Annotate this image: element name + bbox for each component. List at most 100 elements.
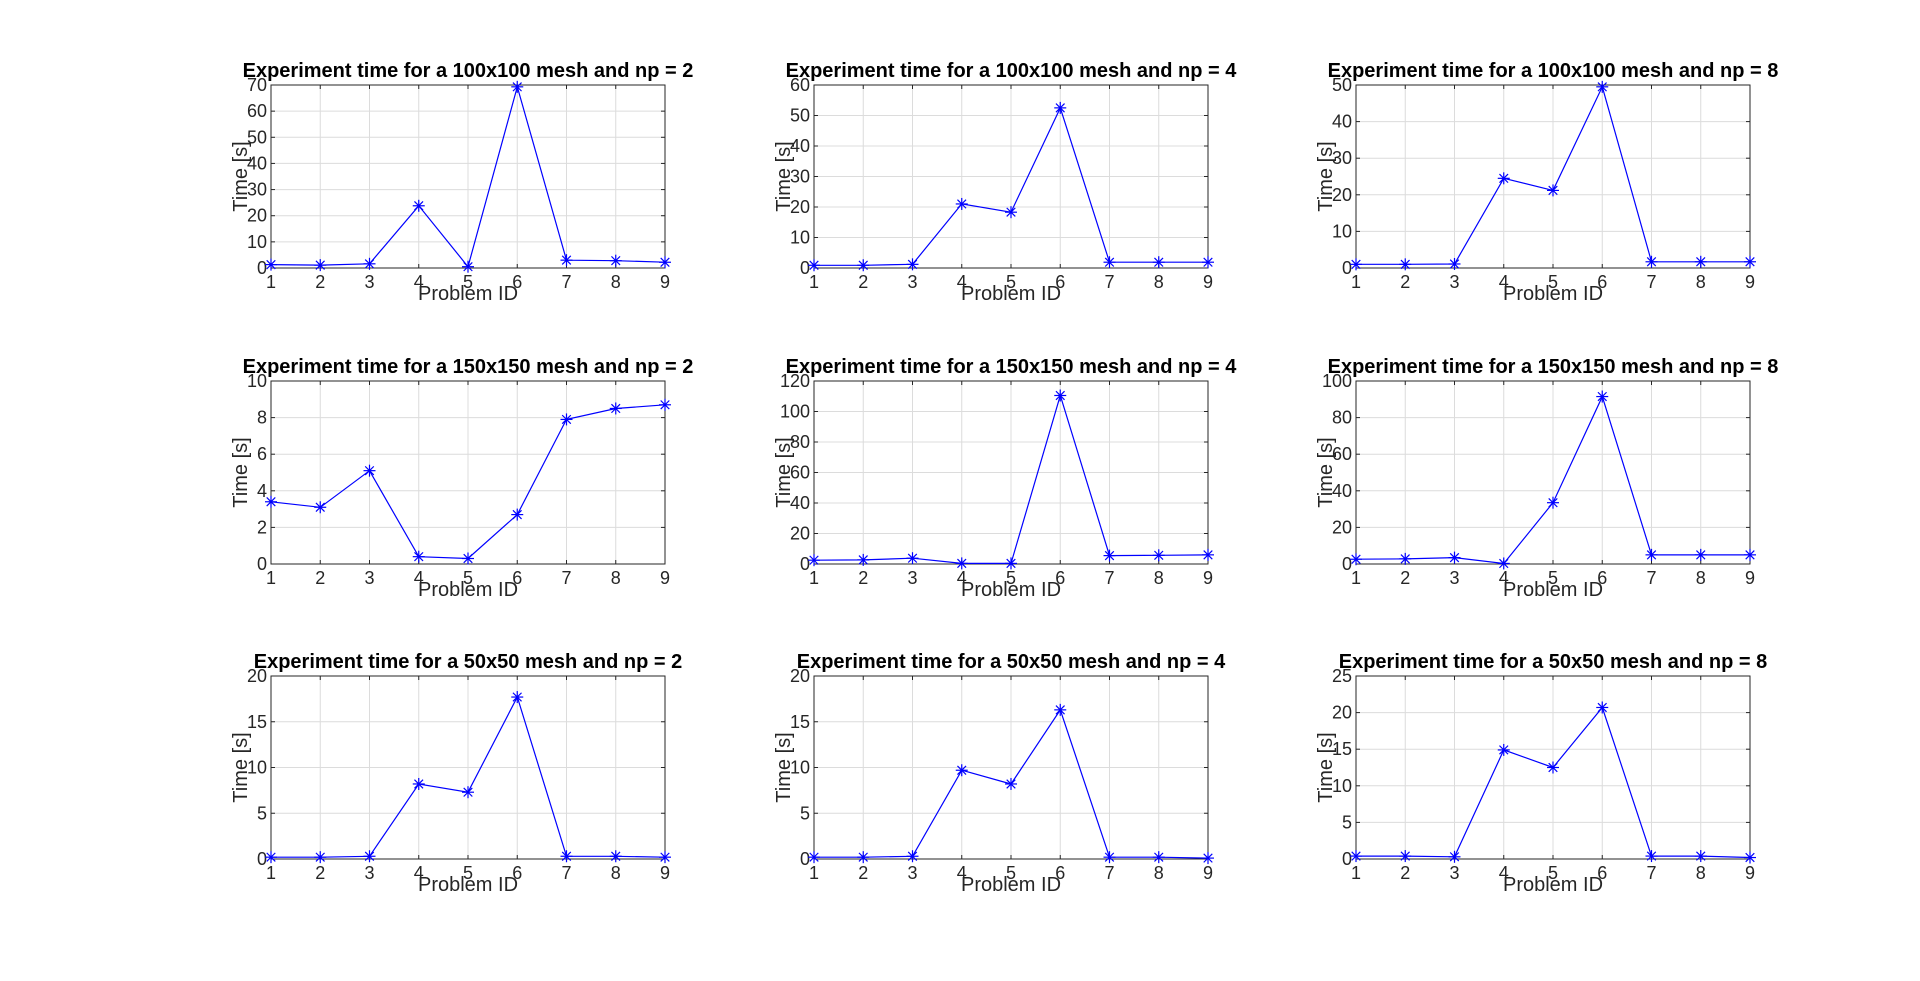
x-tick-label: 2 xyxy=(1400,272,1410,292)
data-point xyxy=(1448,850,1461,863)
y-tick-label: 6 xyxy=(257,444,267,464)
y-axis-label: Time [s] xyxy=(230,732,252,802)
data-point xyxy=(265,495,277,508)
grid xyxy=(813,84,1209,269)
x-tick-label: 2 xyxy=(315,272,325,292)
x-tick-label: 3 xyxy=(907,863,917,883)
y-tick-label: 100 xyxy=(1322,371,1352,391)
x-tick-label: 8 xyxy=(1696,863,1706,883)
data-point xyxy=(1547,496,1559,509)
data-point xyxy=(1005,777,1017,790)
data-point xyxy=(1350,258,1362,271)
data-point xyxy=(314,851,327,864)
data-point xyxy=(412,777,425,790)
x-tick-label: 8 xyxy=(1154,863,1164,883)
y-tick-label: 0 xyxy=(800,554,810,574)
x-tick-label: 9 xyxy=(1203,272,1213,292)
y-axis-label: Time [s] xyxy=(773,437,795,507)
data-point xyxy=(1152,851,1165,864)
data-point xyxy=(1103,256,1116,269)
data-point xyxy=(1694,255,1707,268)
x-tick-label: 6 xyxy=(1055,863,1065,883)
data-point xyxy=(1399,258,1412,271)
y-tick-label: 60 xyxy=(790,463,810,483)
data-point xyxy=(659,398,671,411)
chart-title: Experiment time for a 50x50 mesh and np … xyxy=(254,651,683,673)
y-tick-label: 50 xyxy=(247,127,267,147)
x-tick-label: 3 xyxy=(364,863,374,883)
x-tick-label: 6 xyxy=(1597,863,1607,883)
x-tick-label: 4 xyxy=(1499,272,1509,292)
data-point xyxy=(1744,255,1756,268)
y-axis-label: Time [s] xyxy=(1315,141,1337,211)
data-point xyxy=(1103,851,1116,864)
data-point xyxy=(808,554,820,567)
data-point xyxy=(1399,850,1412,863)
x-axis-label: Problem ID xyxy=(1503,874,1603,896)
x-tick-label: 5 xyxy=(1548,863,1558,883)
y-axis-label: Time [s] xyxy=(230,141,252,211)
data-point xyxy=(955,764,968,777)
y-tick-label: 15 xyxy=(1332,739,1352,759)
y-axis-label: Time [s] xyxy=(1315,732,1337,802)
data-point xyxy=(1694,850,1707,863)
x-tick-label: 5 xyxy=(463,272,473,292)
data-point xyxy=(1645,850,1658,863)
x-tick-label: 2 xyxy=(858,568,868,588)
data-point xyxy=(314,259,327,272)
x-tick-label: 6 xyxy=(1597,272,1607,292)
y-tick-label: 40 xyxy=(247,153,267,173)
y-tick-label: 0 xyxy=(800,258,810,278)
data-point xyxy=(265,258,277,271)
y-tick-label: 50 xyxy=(790,106,810,126)
data-point xyxy=(857,553,870,566)
x-tick-label: 7 xyxy=(1104,568,1114,588)
y-axis-label: Time [s] xyxy=(230,437,252,507)
y-tick-label: 5 xyxy=(800,803,810,823)
x-tick-label: 4 xyxy=(957,568,967,588)
x-tick-label: 9 xyxy=(1745,568,1755,588)
y-tick-label: 10 xyxy=(247,371,267,391)
y-tick-label: 10 xyxy=(790,228,810,248)
x-tick-label: 4 xyxy=(957,863,967,883)
x-tick-label: 3 xyxy=(364,272,374,292)
y-tick-label: 100 xyxy=(780,402,810,422)
y-tick-label: 20 xyxy=(247,666,267,686)
x-tick-label: 7 xyxy=(561,863,571,883)
x-axis-label: Problem ID xyxy=(961,874,1061,896)
y-tick-label: 20 xyxy=(1332,517,1352,537)
x-tick-label: 1 xyxy=(1351,272,1361,292)
data-point xyxy=(906,552,919,565)
y-tick-label: 60 xyxy=(1332,444,1352,464)
x-tick-label: 9 xyxy=(1203,863,1213,883)
y-tick-label: 80 xyxy=(1332,408,1352,428)
data-point xyxy=(560,413,573,426)
data-point xyxy=(462,786,474,799)
y-tick-label: 0 xyxy=(257,554,267,574)
x-tick-label: 3 xyxy=(364,568,374,588)
data-point xyxy=(906,850,919,863)
y-tick-label: 25 xyxy=(1332,666,1352,686)
x-tick-label: 8 xyxy=(611,272,621,292)
y-tick-label: 15 xyxy=(247,712,267,732)
x-axis-label: Problem ID xyxy=(961,283,1061,305)
y-tick-label: 40 xyxy=(1332,481,1352,501)
y-tick-label: 10 xyxy=(247,232,267,252)
data-point xyxy=(511,508,524,521)
data-point xyxy=(857,259,870,272)
x-tick-label: 1 xyxy=(809,272,819,292)
x-axis-label: Problem ID xyxy=(418,874,518,896)
data-point xyxy=(1744,548,1756,561)
data-point xyxy=(1103,549,1116,562)
x-tick-label: 6 xyxy=(1597,568,1607,588)
data-point xyxy=(363,850,376,863)
data-point xyxy=(1350,850,1362,863)
x-tick-label: 4 xyxy=(414,272,424,292)
y-tick-label: 20 xyxy=(1332,703,1352,723)
